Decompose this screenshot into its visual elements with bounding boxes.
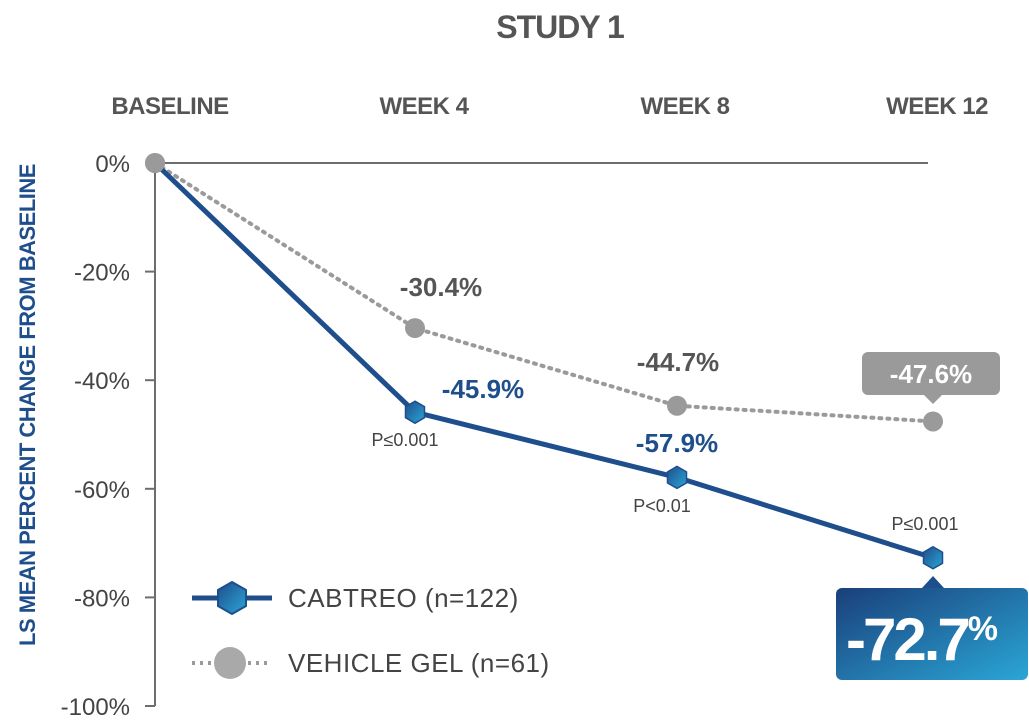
p-value-label: P≤0.001 (892, 514, 959, 534)
cabtreo-point (404, 400, 426, 425)
baseline-point (145, 153, 165, 173)
x-tick-labels: BASELINE WEEK 4 WEEK 8 WEEK 12 (111, 93, 988, 120)
y-axis-label: LS MEAN PERCENT CHANGE FROM BASELINE (15, 164, 40, 646)
cabtreo-badge-pointer (922, 576, 944, 588)
cabtreo-data-label: -45.9% (442, 374, 524, 404)
series-line-vehicle (153, 161, 935, 424)
legend: CABTREO (n=122) VEHICLE GEL (n=61) (192, 580, 550, 679)
y-tick-label: -40% (74, 368, 130, 395)
y-tick-label: -20% (74, 260, 130, 287)
chart-title: STUDY 1 (496, 9, 624, 45)
vehicle-data-label: -30.4% (400, 272, 482, 302)
x-tick-label: WEEK 4 (379, 93, 469, 120)
legend-cabtreo-hexagon-icon (217, 580, 247, 616)
x-tick-label: BASELINE (111, 93, 229, 120)
vehicle-point (667, 395, 687, 416)
vehicle-data-label: -47.6% (890, 359, 972, 389)
x-tick-label: WEEK 12 (886, 93, 988, 120)
cabtreo-point (922, 545, 944, 570)
y-tick-labels: 0% -20% -40% -60% -80% -100% (61, 151, 155, 721)
legend-vehicle-label: VEHICLE GEL (n=61) (288, 648, 550, 678)
p-value-label: P<0.01 (633, 496, 691, 516)
series-layer (145, 153, 944, 570)
y-tick-label: -80% (74, 585, 130, 612)
y-tick-label: -100% (61, 694, 130, 721)
y-tick-label: 0% (95, 151, 130, 178)
series-line-cabtreo (153, 161, 934, 561)
y-tick-label: -60% (74, 477, 130, 504)
legend-cabtreo-label: CABTREO (n=122) (288, 583, 519, 613)
x-tick-label: WEEK 8 (640, 93, 729, 120)
cabtreo-point (666, 465, 688, 490)
data-labels-layer: -30.4% -44.7% -47.6% -45.9% -57.9% P≤0.001 P<0… (372, 272, 1028, 680)
vehicle-final-badge (862, 352, 1000, 395)
cabtreo-final-badge (836, 588, 1028, 680)
vehicle-point (405, 318, 425, 339)
vehicle-badge-pointer (924, 395, 942, 404)
p-value-label: P≤0.001 (372, 430, 439, 450)
vehicle-point (923, 411, 943, 432)
legend-vehicle-circle-icon (214, 647, 246, 679)
cabtreo-data-label: -57.9% (636, 428, 718, 458)
vehicle-data-label: -44.7% (637, 347, 719, 377)
